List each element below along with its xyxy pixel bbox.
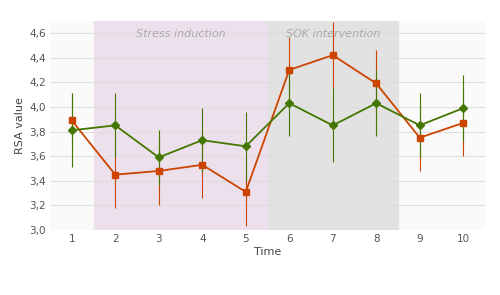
Text: SOK intervention: SOK intervention [286,29,380,39]
Bar [268,21,398,230]
X-axis label: Time: Time [254,247,281,257]
Text: Stress induction: Stress induction [136,29,226,39]
Bar [94,21,268,230]
Y-axis label: RSA value: RSA value [15,97,25,154]
